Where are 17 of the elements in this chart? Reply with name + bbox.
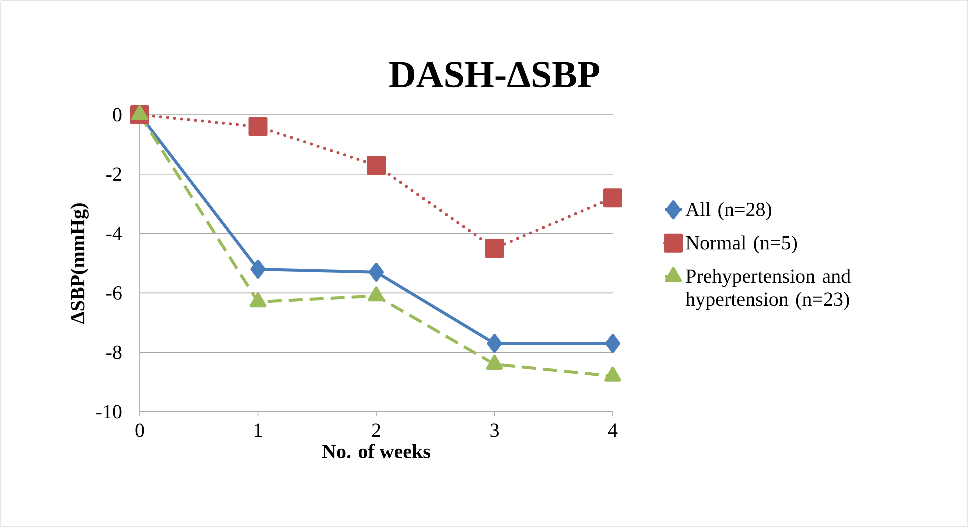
- legend-label: Normal (n=5): [686, 236, 798, 254]
- y-tick-label: -4: [106, 227, 122, 240]
- x-tick-label: 4: [608, 424, 618, 437]
- y-tick-label: -2: [106, 168, 122, 182]
- x-tick-label: 2: [372, 424, 380, 438]
- y-tick-label: 0: [113, 108, 122, 122]
- legend-label: Prehypertension and hypertension (n=23): [686, 269, 851, 310]
- y-tick-label: -6: [106, 286, 122, 300]
- x-tick-label: 0: [136, 424, 144, 438]
- x-tick-label: 3: [490, 424, 499, 438]
- y-tick-label: -10: [96, 405, 122, 419]
- x-tick-label: 1: [255, 424, 262, 438]
- y-tick-label: -8: [106, 346, 122, 360]
- chart-title: DASH-ΔSBP: [390, 62, 600, 88]
- legend-label: All (n=28): [686, 202, 772, 220]
- x-axis-title: No. of weeks: [322, 444, 430, 459]
- y-axis-title: ΔSBP(mmHg): [70, 204, 89, 324]
